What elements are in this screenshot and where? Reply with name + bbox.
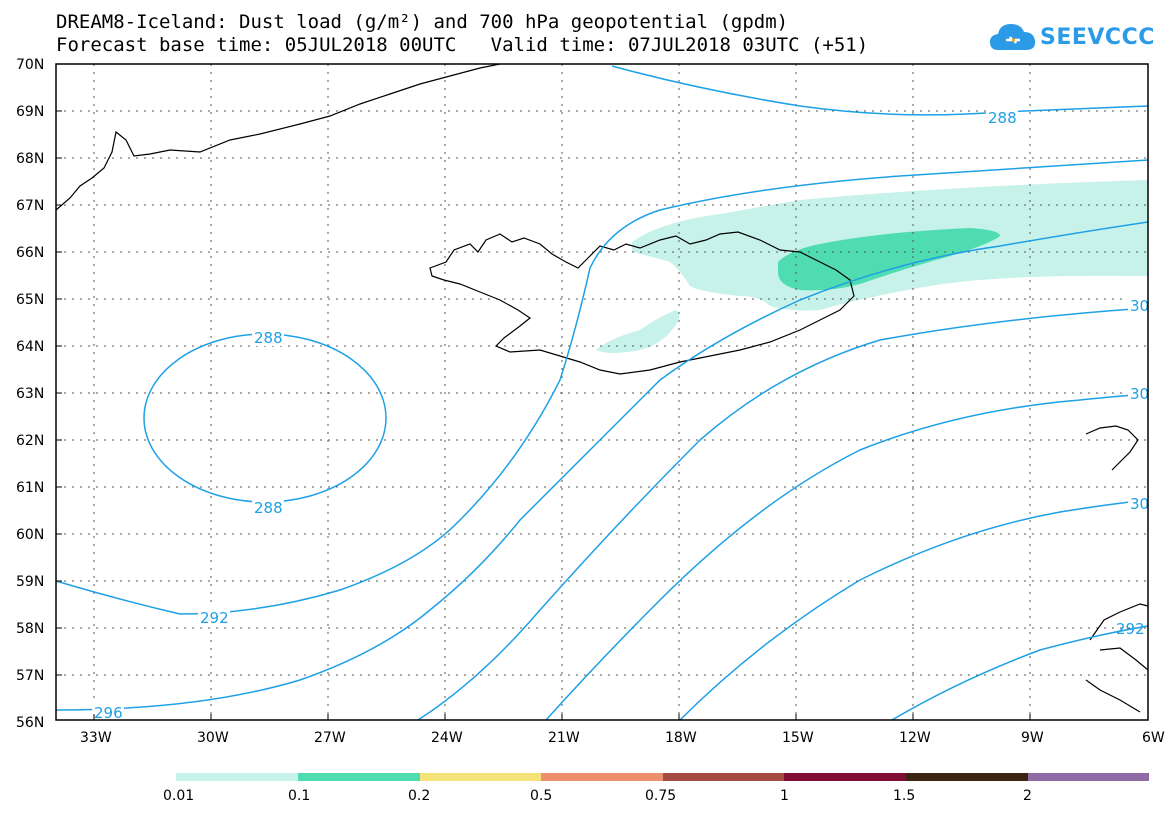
lon-label: 18W <box>665 730 697 746</box>
contour-label: 292 <box>1116 620 1145 638</box>
lon-label: 33W <box>80 730 112 746</box>
lat-label: 69N <box>16 104 44 120</box>
map-frame <box>55 63 1149 721</box>
colorbar-bin <box>176 773 298 781</box>
colorbar-label: 0.2 <box>408 788 430 804</box>
lat-label: 61N <box>16 480 44 496</box>
contour-300a <box>417 307 1149 721</box>
faroe-coast <box>1085 425 1139 471</box>
axis-ticks <box>56 63 1031 720</box>
colorbar-bin <box>298 773 420 781</box>
lon-label: 6W <box>1142 730 1165 746</box>
cloud-icon <box>990 24 1036 50</box>
lat-label: 70N <box>16 57 44 73</box>
greenland-coast <box>55 63 501 211</box>
lon-label: 30W <box>197 730 229 746</box>
colorbar-bin <box>906 773 1028 781</box>
lat-label: 64N <box>16 339 44 355</box>
iceland-coast <box>429 231 855 375</box>
seevccc-logo: SEEVCCC <box>988 18 1154 58</box>
colorbar-label: 0.75 <box>645 788 676 804</box>
contour-300c <box>679 499 1149 721</box>
contour-304 <box>891 625 1149 721</box>
colorbar-label: 2 <box>1023 788 1032 804</box>
contour-label: 30 <box>1130 495 1149 513</box>
colorbar-bin <box>663 773 784 781</box>
contour-292 <box>55 159 1149 615</box>
contour-label: 296 <box>94 704 123 722</box>
graticule <box>56 64 1148 720</box>
contour-300b <box>545 393 1149 721</box>
contour-296 <box>55 221 1149 711</box>
longitude-labels: 33W 30W 27W 24W 21W 18W 15W 12W 9W 6W <box>80 730 1165 746</box>
colorbar-label: 0.01 <box>163 788 194 804</box>
lon-label: 15W <box>782 730 814 746</box>
contour-label: 30 <box>1130 297 1149 315</box>
colorbar-label: 0.5 <box>530 788 552 804</box>
lat-label: 66N <box>16 245 44 261</box>
contour-label: 292 <box>200 609 229 627</box>
coastlines <box>55 63 1149 713</box>
lon-label: 27W <box>314 730 346 746</box>
dust-load-field <box>596 180 1148 353</box>
lat-label: 58N <box>16 621 44 637</box>
lat-label: 65N <box>16 292 44 308</box>
lat-label: 63N <box>16 386 44 402</box>
colorbar-bin <box>541 773 663 781</box>
colorbar-bin <box>784 773 906 781</box>
lat-label: 67N <box>16 198 44 214</box>
contour-label: 288 <box>254 329 283 347</box>
colorbar-bin <box>1028 773 1149 781</box>
lon-label: 9W <box>1021 730 1044 746</box>
colorbar-bin <box>420 773 541 781</box>
lon-label: 21W <box>548 730 580 746</box>
colorbar: 0.01 0.1 0.2 0.5 0.75 1 1.5 2 <box>163 773 1149 804</box>
colorbar-label: 1 <box>780 788 789 804</box>
contour-label: 30 <box>1130 385 1149 403</box>
colorbar-label: 1.5 <box>893 788 915 804</box>
lat-label: 60N <box>16 527 44 543</box>
scotland-coast <box>1085 603 1149 713</box>
logo-text: SEEVCCC <box>1040 25 1155 50</box>
lat-label: 62N <box>16 433 44 449</box>
chart-title: DREAM8-Iceland: Dust load (g/m²) and 700… <box>56 11 789 33</box>
contour-labels: 288 288 288 292 296 30 30 30 292 <box>92 108 1149 722</box>
lat-label: 56N <box>16 715 44 731</box>
lat-label: 68N <box>16 151 44 167</box>
contour-label: 288 <box>988 109 1017 127</box>
lon-label: 24W <box>431 730 463 746</box>
chart-subtitle: Forecast base time: 05JUL2018 00UTC Vali… <box>56 34 869 56</box>
colorbar-label: 0.1 <box>288 788 310 804</box>
lon-label: 12W <box>899 730 931 746</box>
contour-288-north <box>611 65 1149 116</box>
contour-label: 288 <box>254 499 283 517</box>
lat-label: 59N <box>16 574 44 590</box>
lat-label: 57N <box>16 668 44 684</box>
latitude-labels: 70N 69N 68N 67N 66N 65N 64N 63N 62N 61N … <box>16 57 44 731</box>
